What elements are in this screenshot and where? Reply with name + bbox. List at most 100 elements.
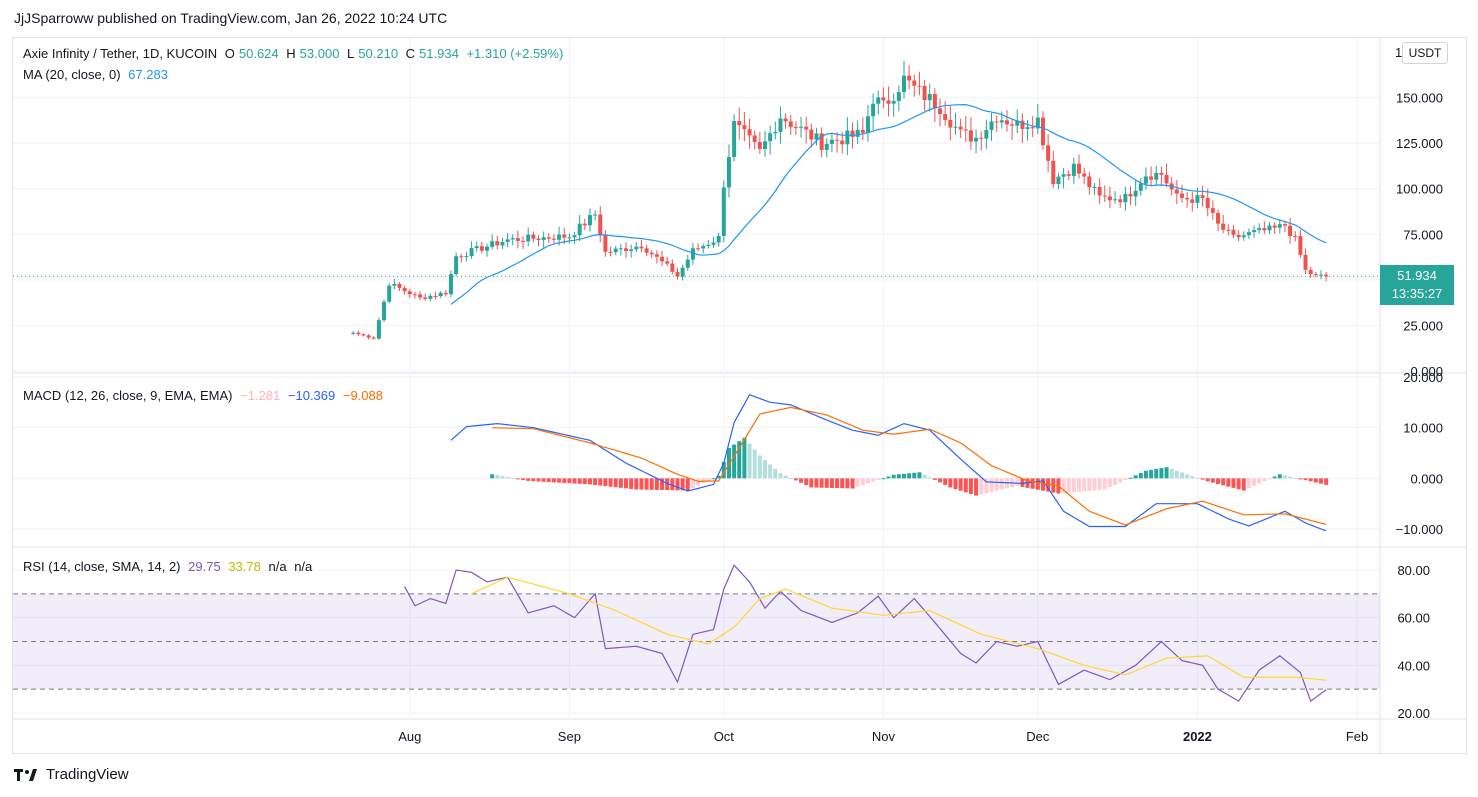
candle bbox=[536, 235, 541, 247]
macd-histogram-bar bbox=[721, 461, 726, 479]
candle-body bbox=[1216, 212, 1221, 224]
candle bbox=[474, 241, 479, 252]
candle-body bbox=[510, 238, 515, 240]
candle bbox=[763, 130, 767, 157]
candle bbox=[1185, 192, 1190, 208]
candle bbox=[824, 138, 829, 158]
macd-histogram-bar bbox=[1252, 478, 1257, 486]
candle-body bbox=[562, 234, 567, 238]
tradingview-logo[interactable]: TradingView bbox=[14, 766, 129, 783]
candle-body bbox=[1185, 197, 1190, 200]
candle bbox=[855, 120, 860, 144]
macd-histogram-bar bbox=[587, 478, 592, 485]
candle-body bbox=[1128, 193, 1133, 197]
candle-body bbox=[989, 121, 994, 130]
candle-body bbox=[845, 130, 850, 145]
candle bbox=[629, 244, 634, 258]
macd-tick-label: 10.000 bbox=[1403, 421, 1443, 436]
candle bbox=[613, 245, 618, 256]
candle-body bbox=[551, 238, 556, 240]
candle-body bbox=[654, 254, 659, 257]
candle-body bbox=[1236, 234, 1241, 238]
last-price-label: 51.934 13:35:27 bbox=[1380, 265, 1454, 305]
currency-button[interactable]: USDT bbox=[1402, 42, 1448, 64]
price-tick-label: 0.000 bbox=[1410, 364, 1443, 379]
candle bbox=[896, 85, 901, 112]
candle-body bbox=[809, 129, 814, 140]
candle-body bbox=[428, 295, 433, 299]
macd-histogram-bar bbox=[1107, 478, 1112, 488]
candle bbox=[485, 243, 490, 257]
candle bbox=[1221, 214, 1226, 234]
candle bbox=[423, 293, 428, 301]
candle-body bbox=[443, 292, 448, 295]
candle-body bbox=[680, 267, 685, 277]
macd-histogram-bar bbox=[865, 478, 870, 484]
candle-body bbox=[1231, 229, 1236, 235]
candle bbox=[356, 330, 361, 336]
candle bbox=[788, 115, 793, 135]
candle-body bbox=[696, 248, 701, 250]
candle bbox=[1210, 200, 1215, 220]
candle bbox=[454, 252, 459, 277]
candle-body bbox=[1272, 225, 1277, 228]
candle-body bbox=[721, 187, 726, 236]
candle-body bbox=[1308, 269, 1313, 275]
candle bbox=[1236, 230, 1241, 242]
rsi-sma-value: 33.78 bbox=[228, 559, 261, 574]
candle bbox=[871, 93, 876, 131]
candle-body bbox=[752, 135, 757, 142]
candle-body bbox=[1252, 230, 1257, 233]
macd-histogram-bar bbox=[670, 478, 675, 491]
macd-histogram-bar bbox=[742, 437, 747, 479]
candle bbox=[351, 331, 356, 335]
close-label: C 51.934 bbox=[405, 46, 459, 61]
candle-body bbox=[855, 129, 860, 137]
change-label: +1.310 (+2.59%) bbox=[466, 46, 564, 61]
candle-body bbox=[1061, 174, 1066, 177]
macd-histogram-bar bbox=[943, 478, 948, 485]
macd-histogram-bar bbox=[829, 478, 834, 488]
macd-histogram-bar bbox=[654, 478, 659, 490]
macd-histogram-bar bbox=[1020, 478, 1025, 487]
macd-histogram-bar bbox=[1159, 468, 1164, 479]
candle-body bbox=[490, 241, 495, 247]
candle bbox=[670, 259, 675, 275]
macd-histogram-bar bbox=[1066, 478, 1071, 493]
candle bbox=[1102, 185, 1107, 202]
macd-histogram-bar bbox=[783, 475, 788, 479]
candle-body bbox=[1030, 127, 1035, 129]
candle-body bbox=[418, 294, 423, 298]
macd-histogram-bar bbox=[917, 472, 922, 479]
candle-body bbox=[1025, 127, 1030, 129]
candle bbox=[371, 336, 376, 340]
candle-body bbox=[577, 223, 582, 236]
candle bbox=[649, 250, 654, 259]
rsi-legend: RSI (14, close, SMA, 14, 2) 29.75 33.78 … bbox=[23, 559, 316, 574]
candle bbox=[1226, 224, 1231, 236]
macd-histogram-bar bbox=[804, 478, 809, 486]
candle bbox=[1133, 180, 1138, 207]
candle-body bbox=[500, 242, 505, 246]
macd-histogram-bar bbox=[1272, 476, 1277, 479]
macd-histogram-bar bbox=[1185, 474, 1190, 479]
candle bbox=[1040, 111, 1045, 150]
macd-histogram-bar bbox=[871, 478, 876, 482]
macd-histogram-bar bbox=[814, 478, 819, 488]
macd-histogram-bar bbox=[598, 478, 603, 486]
candle bbox=[876, 90, 881, 115]
x-tick-label: 2022 bbox=[1183, 729, 1212, 744]
candle-body bbox=[1288, 225, 1293, 236]
macd-histogram-bar bbox=[1241, 478, 1246, 491]
candle bbox=[706, 240, 711, 249]
macd-histogram-bar bbox=[1216, 478, 1221, 484]
candle-body bbox=[819, 133, 824, 150]
candle bbox=[742, 111, 747, 142]
macd-histogram-bar bbox=[737, 441, 742, 479]
candle-body bbox=[515, 238, 520, 241]
candle bbox=[1313, 271, 1318, 278]
macd-histogram bbox=[490, 437, 1329, 496]
candle-body bbox=[567, 237, 572, 239]
candle bbox=[1179, 184, 1184, 203]
